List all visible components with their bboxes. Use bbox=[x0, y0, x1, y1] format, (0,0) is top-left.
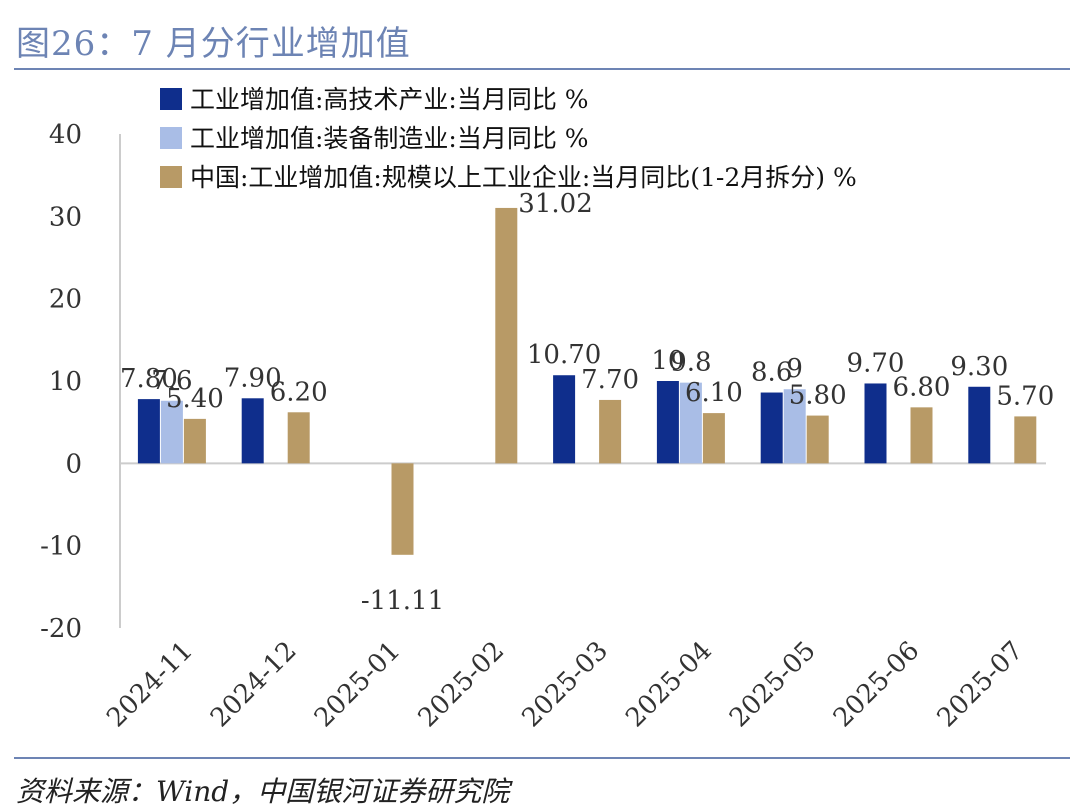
legend-label: 工业增加值:高技术产业:当月同比 % bbox=[190, 85, 589, 114]
data-label: 10 bbox=[651, 346, 684, 376]
bar-series-1 bbox=[137, 399, 160, 464]
bar-series-2 bbox=[160, 400, 183, 464]
x-tick-label: 2025-07 bbox=[932, 636, 1030, 734]
y-tick-label: 0 bbox=[65, 449, 82, 479]
source-note: 资料来源：Wind，中国银河证券研究院 bbox=[16, 775, 510, 808]
legend-swatch-3 bbox=[160, 166, 182, 188]
data-label: 5.70 bbox=[996, 381, 1054, 411]
y-tick-label: 30 bbox=[49, 202, 82, 232]
bottom-rule bbox=[14, 757, 1070, 759]
bar-series-1 bbox=[553, 375, 576, 464]
data-label: -11.11 bbox=[361, 586, 444, 616]
bar-series-3 bbox=[391, 463, 414, 555]
bar-series-1 bbox=[656, 381, 679, 464]
bar-series-1 bbox=[241, 398, 264, 464]
x-tick-label: 2025-06 bbox=[828, 636, 926, 734]
bar-series-3 bbox=[1014, 416, 1037, 464]
data-label: 6.80 bbox=[893, 372, 951, 402]
data-label: 6.20 bbox=[270, 377, 328, 407]
x-tick-label: 2024-11 bbox=[101, 636, 199, 734]
bar-series-3 bbox=[599, 399, 622, 464]
legend-label: 工业增加值:装备制造业:当月同比 % bbox=[190, 124, 589, 153]
legend-swatch-2 bbox=[160, 127, 182, 149]
x-tick-label: 2025-04 bbox=[620, 636, 718, 734]
bar-series-3 bbox=[910, 407, 933, 464]
data-label: 10.70 bbox=[527, 340, 601, 370]
y-tick-label: 10 bbox=[49, 367, 82, 397]
legend-swatch-1 bbox=[160, 88, 182, 110]
y-tick-label: 20 bbox=[49, 285, 82, 315]
data-label: 7.6 bbox=[151, 366, 192, 396]
x-tick-label: 2025-03 bbox=[516, 636, 614, 734]
x-tick-label: 2025-02 bbox=[413, 636, 511, 734]
bar-series-1 bbox=[864, 383, 887, 464]
data-label: 7.80 bbox=[120, 364, 178, 394]
bar-series-1 bbox=[968, 386, 991, 464]
data-label: 9.30 bbox=[950, 352, 1008, 382]
bar-series-1 bbox=[760, 392, 783, 464]
data-label: 6.10 bbox=[685, 378, 743, 408]
x-tick-label: 2025-05 bbox=[724, 636, 822, 734]
data-label: 5.40 bbox=[166, 384, 224, 414]
x-tick-label: 2025-01 bbox=[309, 636, 407, 734]
data-label: 9 bbox=[786, 354, 803, 384]
data-label: 9.8 bbox=[670, 348, 711, 378]
bar-series-3 bbox=[495, 207, 518, 464]
data-label: 8.6 bbox=[751, 358, 792, 388]
data-label: 9.70 bbox=[847, 348, 905, 378]
bar-series-3 bbox=[702, 413, 725, 464]
bar-series-3 bbox=[287, 412, 310, 464]
y-tick-label: 40 bbox=[49, 120, 82, 150]
bar-series-3 bbox=[806, 415, 829, 464]
y-tick-label: -20 bbox=[40, 614, 82, 644]
top-rule bbox=[14, 68, 1070, 70]
bar-series-2 bbox=[679, 382, 702, 464]
figure-title: 图26：7 月分行业增加值 bbox=[16, 24, 411, 64]
legend-label: 中国:工业增加值:规模以上工业企业:当月同比(1-2月拆分) % bbox=[190, 163, 857, 192]
bar-series-3 bbox=[183, 418, 206, 464]
data-label: 31.02 bbox=[518, 189, 592, 219]
bar-series-2 bbox=[783, 389, 806, 464]
data-label: 5.80 bbox=[789, 381, 847, 411]
data-label: 7.70 bbox=[581, 365, 639, 395]
y-tick-label: -10 bbox=[40, 532, 82, 562]
x-tick-label: 2024-12 bbox=[205, 636, 303, 734]
data-label: 7.90 bbox=[224, 363, 282, 393]
